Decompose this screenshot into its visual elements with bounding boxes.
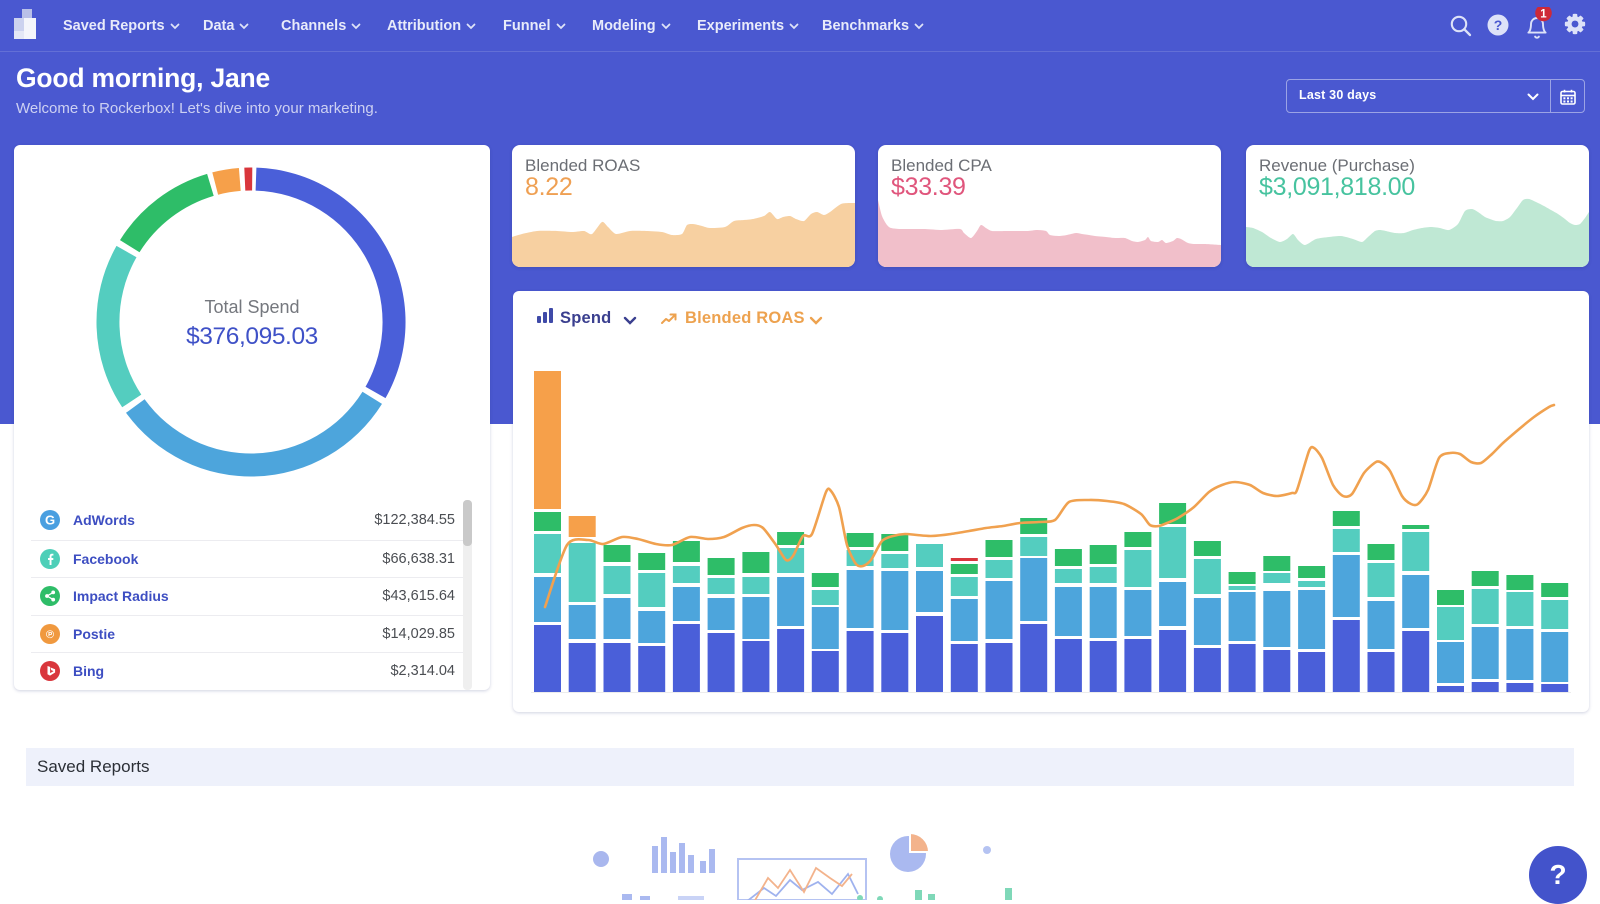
- svg-text:1: 1: [1540, 8, 1547, 20]
- svg-text:G: G: [45, 513, 55, 528]
- svg-text:℗: ℗: [46, 629, 54, 641]
- svg-text:?: ?: [1494, 17, 1503, 33]
